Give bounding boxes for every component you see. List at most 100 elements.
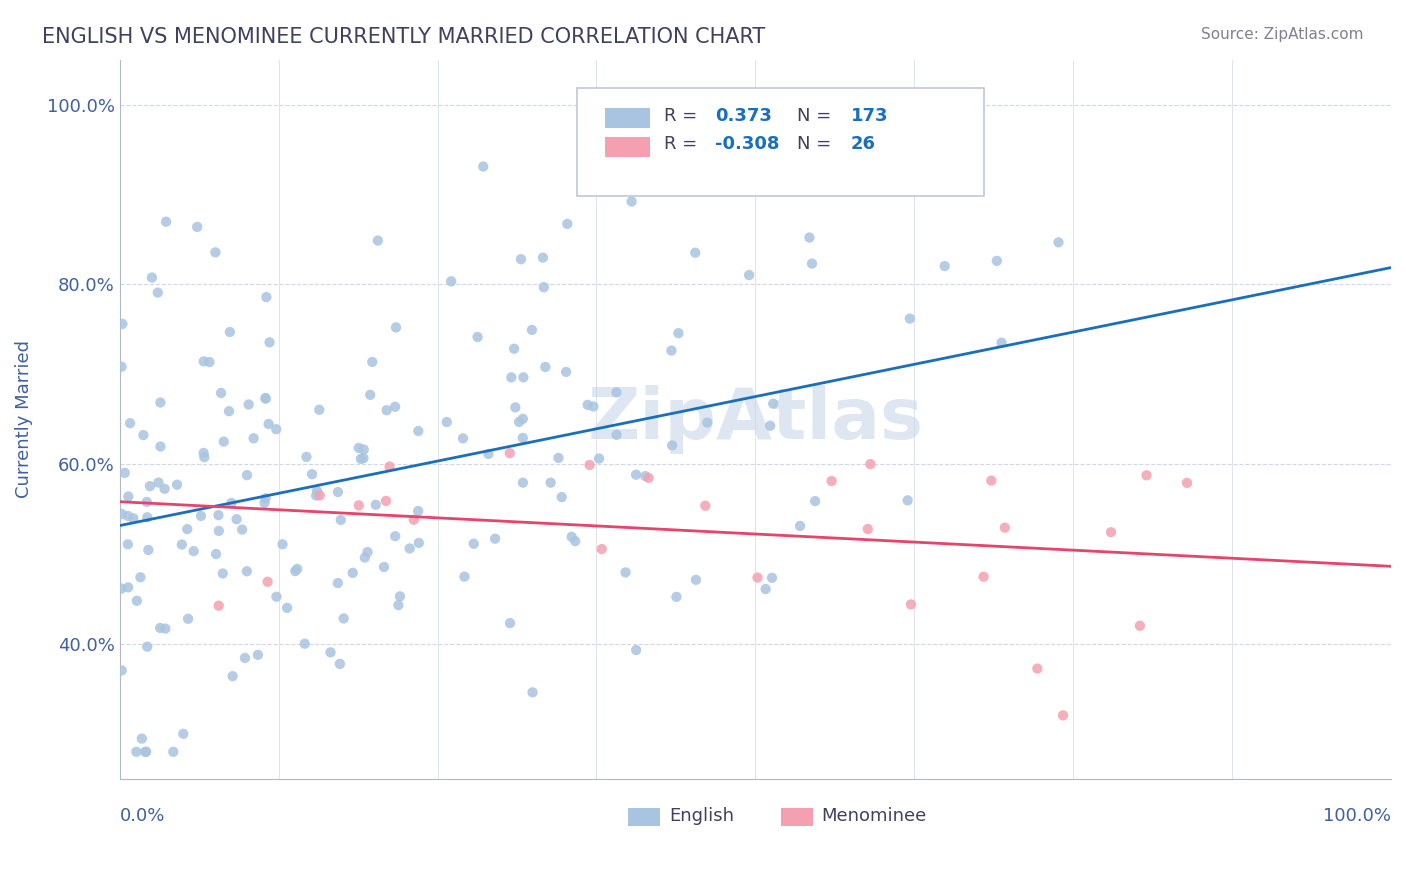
Point bbox=[332, 611, 354, 625]
Point bbox=[440, 274, 463, 288]
Point bbox=[308, 488, 330, 502]
Point bbox=[136, 640, 159, 654]
Point bbox=[271, 537, 294, 551]
Point bbox=[329, 657, 352, 671]
Point bbox=[533, 280, 555, 294]
Text: 173: 173 bbox=[851, 107, 889, 125]
Point bbox=[253, 496, 276, 510]
Point bbox=[665, 590, 688, 604]
Point bbox=[118, 416, 141, 430]
Point bbox=[624, 467, 647, 482]
Point bbox=[897, 493, 920, 508]
Point bbox=[373, 560, 395, 574]
Point bbox=[256, 574, 278, 589]
Point bbox=[484, 532, 506, 546]
Text: ZipAtlas: ZipAtlas bbox=[588, 384, 924, 454]
Point bbox=[353, 442, 375, 457]
Point bbox=[1175, 475, 1198, 490]
Point bbox=[661, 343, 683, 358]
Point bbox=[388, 590, 411, 604]
Point bbox=[512, 475, 534, 490]
Point bbox=[364, 498, 387, 512]
Point bbox=[350, 451, 373, 466]
Point bbox=[231, 523, 253, 537]
Point bbox=[326, 576, 349, 591]
Point bbox=[534, 359, 557, 374]
Point bbox=[326, 485, 349, 500]
Point bbox=[508, 415, 530, 429]
Point bbox=[591, 542, 613, 557]
Point bbox=[246, 648, 269, 662]
Point bbox=[385, 320, 408, 334]
Text: 26: 26 bbox=[851, 136, 876, 153]
Point bbox=[285, 562, 308, 576]
Text: N =: N = bbox=[797, 107, 831, 125]
Point bbox=[238, 397, 260, 411]
Point bbox=[367, 234, 389, 248]
Point bbox=[453, 569, 475, 583]
Point bbox=[934, 259, 956, 273]
Point bbox=[637, 471, 659, 485]
Text: -0.308: -0.308 bbox=[714, 136, 779, 153]
Point bbox=[501, 370, 523, 384]
Point bbox=[1047, 235, 1070, 250]
Point bbox=[540, 475, 562, 490]
Point bbox=[254, 392, 277, 406]
Point bbox=[117, 508, 139, 523]
Point bbox=[221, 669, 243, 683]
Point bbox=[990, 335, 1012, 350]
Bar bbox=[606, 136, 650, 157]
Text: Menominee: Menominee bbox=[821, 807, 927, 825]
Point bbox=[153, 482, 176, 496]
Point bbox=[111, 507, 134, 521]
Point bbox=[193, 446, 215, 460]
Point bbox=[212, 434, 235, 449]
Point bbox=[136, 510, 159, 524]
Text: English: English bbox=[669, 807, 734, 825]
Point bbox=[361, 355, 384, 369]
Point bbox=[408, 536, 430, 550]
Point bbox=[329, 513, 352, 527]
Point bbox=[308, 402, 330, 417]
Point bbox=[209, 386, 232, 401]
Point bbox=[305, 489, 328, 503]
Point bbox=[1026, 662, 1049, 676]
Point bbox=[696, 416, 718, 430]
Point bbox=[499, 446, 522, 460]
Point bbox=[467, 330, 489, 344]
Point bbox=[110, 359, 132, 374]
Point bbox=[111, 317, 134, 331]
Point bbox=[131, 731, 153, 746]
Point bbox=[254, 391, 277, 405]
Text: ENGLISH VS MENOMINEE CURRENTLY MARRIED CORRELATION CHART: ENGLISH VS MENOMINEE CURRENTLY MARRIED C… bbox=[42, 27, 765, 46]
Text: 0.0%: 0.0% bbox=[120, 807, 165, 825]
Point bbox=[129, 570, 152, 584]
Point bbox=[149, 395, 172, 409]
Point bbox=[233, 651, 256, 665]
Point bbox=[356, 545, 378, 559]
Point bbox=[125, 745, 148, 759]
Point bbox=[634, 469, 657, 483]
Point bbox=[135, 745, 157, 759]
Point bbox=[387, 598, 409, 612]
Point bbox=[856, 522, 879, 536]
Point bbox=[301, 467, 323, 482]
Point bbox=[1129, 619, 1152, 633]
Point bbox=[685, 245, 707, 260]
Point bbox=[1099, 525, 1122, 540]
Point bbox=[408, 424, 430, 438]
Point bbox=[110, 582, 132, 596]
Point bbox=[305, 483, 328, 498]
Point bbox=[512, 431, 534, 445]
Point bbox=[406, 504, 429, 518]
Point bbox=[661, 438, 683, 452]
Bar bbox=[780, 807, 813, 825]
Point bbox=[576, 398, 599, 412]
Point bbox=[755, 582, 778, 596]
Point bbox=[578, 458, 600, 472]
Point bbox=[353, 451, 375, 466]
Point bbox=[347, 441, 370, 455]
Point bbox=[122, 511, 145, 525]
Point bbox=[789, 519, 811, 533]
Point bbox=[254, 290, 277, 304]
